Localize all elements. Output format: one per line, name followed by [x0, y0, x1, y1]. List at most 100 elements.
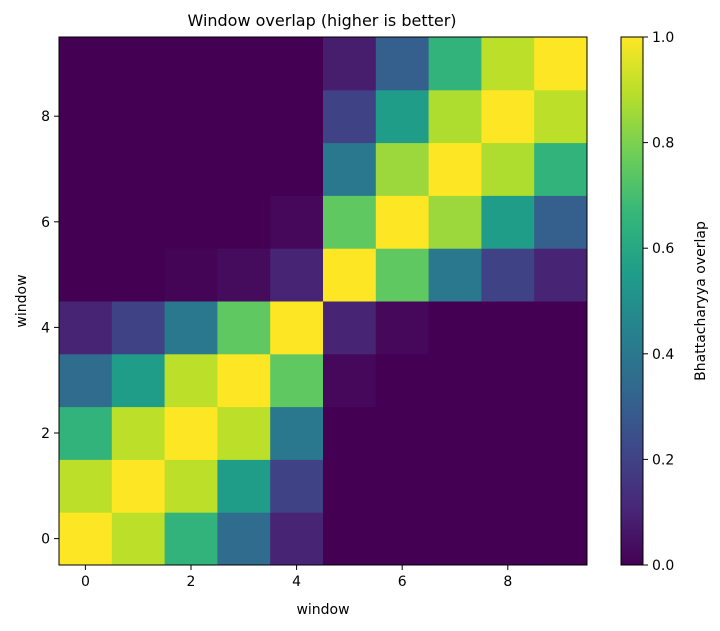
heatmap-cell [164, 512, 218, 566]
heatmap-cell [323, 301, 377, 355]
heatmap-cell [428, 353, 482, 408]
y-tick-label: 0 [41, 532, 50, 548]
heatmap-cell [375, 301, 430, 355]
heatmap-cell [428, 195, 482, 249]
heatmap-cell [217, 353, 271, 408]
heatmap-cell [428, 301, 482, 355]
heatmap-cell [111, 89, 166, 144]
heatmap-cell [270, 353, 324, 408]
heatmap-cell [270, 89, 324, 144]
heatmap-cell [59, 353, 113, 408]
heatmap-cell [481, 248, 535, 302]
heatmap-cell [428, 89, 482, 144]
heatmap-cell [375, 353, 430, 408]
colorbar-tick-label: 0.2 [652, 452, 674, 468]
heatmap-cell [164, 406, 218, 460]
heatmap-cell [111, 459, 166, 513]
heatmap-cell [164, 248, 218, 302]
heatmap-cell [323, 406, 377, 460]
heatmap-cell [481, 142, 535, 196]
heatmap-cell [375, 89, 430, 144]
heatmap-cell [164, 459, 218, 513]
heatmap-cell [111, 301, 166, 355]
heatmap-cell [111, 248, 166, 302]
heatmap-cell [375, 142, 430, 196]
heatmap-cell [323, 248, 377, 302]
heatmap-cell [534, 248, 588, 302]
heatmap-cell [428, 248, 482, 302]
chart-title: Window overlap (higher is better) [187, 11, 456, 30]
heatmap-cell [270, 248, 324, 302]
y-tick-label: 8 [41, 109, 50, 125]
heatmap-cell [59, 301, 113, 355]
heatmap-cell [164, 195, 218, 249]
heatmap-cell [59, 512, 113, 566]
y-tick-label: 4 [41, 320, 50, 336]
x-axis: 0 2 4 6 8 [81, 565, 512, 590]
heatmap-cell [481, 301, 535, 355]
heatmap-cell [217, 301, 271, 355]
heatmap-cell [481, 37, 535, 91]
heatmap-cell [428, 406, 482, 460]
heatmap-cell [270, 195, 324, 249]
heatmap-cell [375, 195, 430, 249]
heatmap-cell [59, 248, 113, 302]
x-tick-label: 2 [187, 574, 196, 590]
heatmap-cell [323, 37, 377, 91]
heatmap-cell [534, 142, 588, 196]
colorbar-axis: 0.0 0.2 0.4 0.6 0.8 1.0 [643, 30, 674, 574]
heatmap-cell [481, 353, 535, 408]
colorbar-tick-label: 0.0 [652, 558, 674, 574]
heatmap-cell [59, 37, 113, 91]
heatmap-cells [59, 37, 588, 566]
heatmap-cell [164, 37, 218, 91]
heatmap-cell [270, 301, 324, 355]
colorbar-label: Bhattacharyya overlap [693, 221, 709, 381]
y-axis: 0 2 4 6 8 [41, 109, 59, 548]
heatmap-cell [111, 195, 166, 249]
heatmap-cell [59, 459, 113, 513]
heatmap-cell [375, 459, 430, 513]
heatmap-cell [534, 353, 588, 408]
colorbar-tick-label: 0.8 [652, 136, 674, 152]
heatmap-cell [428, 512, 482, 566]
heatmap-cell [534, 195, 588, 249]
heatmap-cell [534, 406, 588, 460]
heatmap-cell [111, 406, 166, 460]
heatmap-cell [428, 37, 482, 91]
heatmap-cell [270, 406, 324, 460]
heatmap-cell [217, 512, 271, 566]
colorbar-tick-label: 0.6 [652, 241, 674, 257]
colorbar-tick-label: 0.4 [652, 347, 674, 363]
heatmap-cell [481, 195, 535, 249]
heatmap-cell [217, 248, 271, 302]
heatmap-cell [534, 512, 588, 566]
heatmap-cell [323, 195, 377, 249]
heatmap-cell [111, 142, 166, 196]
heatmap-cell [323, 512, 377, 566]
heatmap-cell [111, 353, 166, 408]
heatmap-cell [481, 406, 535, 460]
heatmap-cell [59, 406, 113, 460]
heatmap-cell [375, 37, 430, 91]
heatmap-cell [428, 459, 482, 513]
heatmap-cell [534, 89, 588, 144]
heatmap-cell [428, 142, 482, 196]
heatmap-cell [59, 142, 113, 196]
x-tick-label: 0 [81, 574, 90, 590]
y-tick-label: 6 [41, 215, 50, 231]
heatmap-cell [270, 142, 324, 196]
heatmap-cell [111, 512, 166, 566]
heatmap-cell [217, 406, 271, 460]
heatmap-cell [323, 142, 377, 196]
heatmap-cell [270, 459, 324, 513]
heatmap-cell [59, 195, 113, 249]
heatmap-cell [217, 142, 271, 196]
heatmap-cell [217, 195, 271, 249]
heatmap-cell [164, 142, 218, 196]
heatmap-cell [217, 37, 271, 91]
heatmap-cell [111, 37, 166, 91]
heatmap-cell [164, 353, 218, 408]
x-tick-label: 6 [398, 574, 407, 590]
